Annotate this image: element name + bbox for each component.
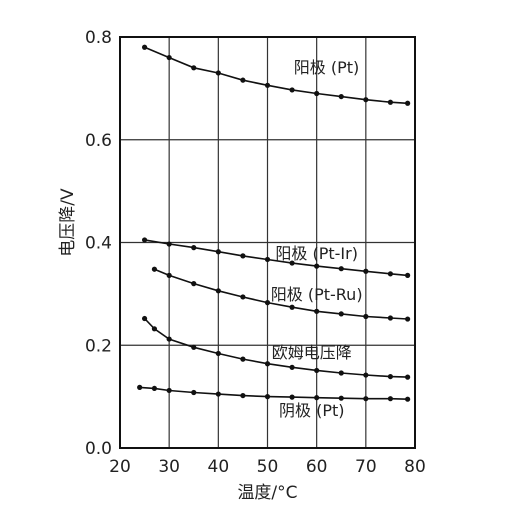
data-point bbox=[215, 288, 221, 294]
data-point bbox=[264, 256, 271, 263]
data-point bbox=[405, 316, 411, 322]
data-point bbox=[363, 97, 369, 103]
data-point bbox=[240, 294, 246, 300]
data-point bbox=[191, 344, 197, 350]
series-line bbox=[144, 46, 408, 105]
data-point bbox=[363, 268, 369, 274]
data-point bbox=[363, 396, 369, 402]
y-axis-title: 电压降/V bbox=[58, 188, 78, 257]
data-point bbox=[240, 356, 246, 362]
y-tick-label: 0.0 bbox=[85, 439, 112, 459]
plot-frame bbox=[119, 36, 416, 449]
data-point bbox=[289, 87, 295, 93]
data-point bbox=[151, 385, 158, 392]
data-point bbox=[405, 100, 411, 106]
data-point bbox=[289, 260, 295, 266]
label-layer: 20 30 40 50 60 70 80 0.0 0.2 0.4 0.6 0.8 阳极 (Pt) 阳极 (… bbox=[85, 28, 426, 477]
data-point bbox=[151, 266, 158, 272]
data-point bbox=[166, 54, 172, 61]
data-point bbox=[264, 300, 271, 306]
data-point bbox=[338, 93, 344, 100]
data-point bbox=[338, 370, 344, 376]
data-point bbox=[314, 308, 320, 314]
x-tick-label: 70 bbox=[355, 457, 377, 477]
data-point bbox=[405, 374, 411, 380]
y-tick-label: 0.4 bbox=[85, 234, 112, 254]
data-point bbox=[240, 253, 246, 259]
data-point bbox=[191, 245, 197, 251]
series-2 bbox=[141, 237, 411, 278]
data-point bbox=[240, 77, 246, 83]
series-4 bbox=[141, 315, 411, 380]
data-point bbox=[264, 361, 271, 367]
data-point bbox=[387, 396, 394, 402]
series-3 bbox=[151, 266, 411, 322]
data-point bbox=[338, 395, 344, 401]
data-point bbox=[215, 70, 221, 76]
data-point bbox=[166, 272, 172, 278]
data-point bbox=[387, 315, 394, 321]
x-tick-label: 20 bbox=[109, 457, 131, 477]
data-point bbox=[387, 271, 394, 277]
data-point bbox=[240, 392, 246, 399]
x-tick-label: 30 bbox=[158, 457, 180, 477]
data-point bbox=[191, 65, 197, 71]
series-label: 阳极 (Pt) bbox=[294, 58, 360, 77]
x-axis-title: 温度/°C bbox=[237, 483, 297, 503]
x-tick-label: 60 bbox=[306, 457, 328, 477]
data-point bbox=[215, 350, 221, 357]
data-point bbox=[166, 241, 172, 247]
data-point bbox=[314, 90, 320, 97]
data-point bbox=[264, 82, 271, 88]
series-1 bbox=[141, 44, 411, 106]
data-point bbox=[166, 387, 172, 394]
series-label: 阴极 (Pt) bbox=[279, 401, 345, 420]
x-tick-label: 80 bbox=[404, 457, 426, 477]
data-point bbox=[137, 384, 143, 390]
y-tick-label: 0.8 bbox=[85, 28, 112, 48]
data-point bbox=[387, 99, 394, 105]
data-point bbox=[289, 304, 295, 310]
data-point bbox=[151, 326, 158, 332]
y-tick-label: 0.6 bbox=[85, 131, 112, 151]
data-point bbox=[314, 263, 320, 269]
data-point bbox=[387, 373, 394, 380]
data-point bbox=[314, 367, 320, 374]
data-point bbox=[289, 364, 295, 370]
data-point bbox=[141, 315, 148, 322]
data-point bbox=[363, 372, 369, 378]
data-point bbox=[191, 389, 197, 396]
data-point bbox=[191, 281, 197, 287]
data-point bbox=[289, 394, 295, 400]
data-point bbox=[264, 394, 271, 400]
data-point bbox=[338, 266, 344, 272]
x-tick-label: 50 bbox=[257, 457, 279, 477]
series-label: 欧姆电压降 bbox=[272, 343, 352, 362]
series-layer bbox=[137, 44, 411, 402]
series-label: 阳极 (Pt-Ru) bbox=[271, 285, 363, 304]
data-point bbox=[363, 313, 369, 320]
data-point bbox=[141, 237, 148, 243]
data-point bbox=[314, 395, 320, 401]
data-point bbox=[141, 44, 148, 50]
x-tick-label: 40 bbox=[208, 457, 230, 477]
series-label: 阳极 (Pt-Ir) bbox=[275, 244, 358, 263]
series-line bbox=[154, 268, 408, 320]
y-tick-label: 0.2 bbox=[85, 336, 112, 356]
data-point bbox=[215, 249, 221, 255]
data-point bbox=[405, 396, 411, 402]
series-5 bbox=[137, 384, 411, 402]
series-line bbox=[144, 239, 408, 277]
data-point bbox=[215, 391, 221, 397]
data-point bbox=[338, 311, 344, 317]
data-point bbox=[405, 272, 411, 278]
data-point bbox=[166, 336, 172, 342]
